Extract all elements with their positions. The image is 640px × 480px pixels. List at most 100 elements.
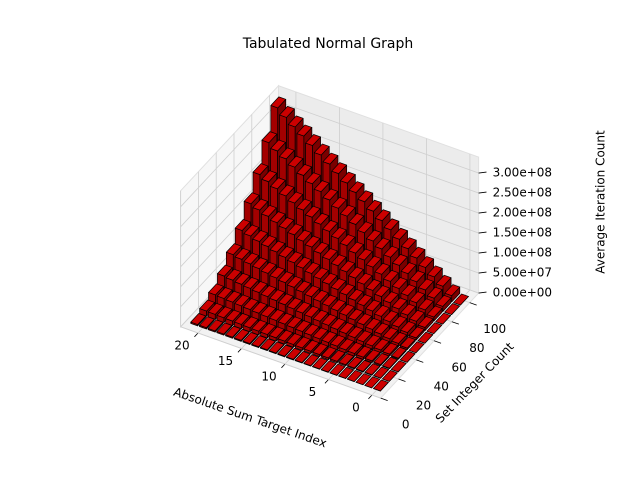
bar-top — [391, 277, 408, 289]
bar-top — [278, 184, 295, 197]
bar-top — [348, 266, 364, 279]
bar-top — [234, 219, 251, 231]
bar-top — [356, 313, 373, 326]
bar-top — [313, 143, 330, 156]
bar-top — [277, 312, 294, 325]
bar-top — [382, 342, 399, 355]
bar-top — [277, 329, 294, 342]
bar-top — [278, 271, 294, 284]
bar-top — [234, 272, 251, 285]
bar-top — [391, 297, 408, 310]
bar-top — [347, 326, 364, 339]
bar-top — [400, 303, 417, 316]
bar-top — [269, 289, 285, 302]
bar-top — [225, 243, 242, 256]
bar-top — [400, 237, 417, 250]
z-tick-label: 1.00e+08 — [493, 246, 552, 260]
bar-top — [347, 342, 364, 354]
z-tick-label: 5.00e+07 — [493, 266, 552, 280]
bar-top — [225, 290, 242, 303]
bar-top — [373, 366, 389, 379]
bar-top — [269, 309, 285, 321]
bar-top — [374, 237, 391, 250]
grid-line — [180, 101, 279, 208]
bar-top — [435, 312, 452, 325]
bar-top — [418, 256, 435, 268]
bar-top — [365, 229, 382, 242]
bar-top — [287, 223, 303, 236]
bar-top — [365, 318, 381, 330]
bar-top — [207, 319, 224, 332]
bar-top — [304, 305, 320, 318]
bar-top — [207, 302, 224, 315]
bar-top — [331, 196, 347, 209]
bar-top — [225, 309, 242, 322]
bar-top — [268, 326, 285, 339]
bar-top — [400, 262, 417, 274]
bar-top — [251, 319, 268, 332]
z-tick — [478, 231, 487, 234]
z-axis-label: Average Iteration Count — [594, 130, 608, 274]
bar-top — [356, 345, 372, 358]
bar-top — [304, 285, 320, 298]
bar-top — [374, 209, 391, 222]
bar-top — [355, 373, 372, 386]
bar-top — [303, 354, 320, 367]
bar-top — [199, 299, 215, 312]
bar-top — [418, 278, 434, 291]
bar-top — [312, 357, 328, 370]
bar-top — [312, 343, 329, 355]
bar-top — [260, 305, 277, 318]
z-tick — [478, 171, 487, 174]
bar-top — [426, 305, 443, 318]
bar-top — [268, 341, 285, 354]
bar-top — [382, 291, 399, 304]
bar-top — [346, 370, 363, 382]
bar-top — [329, 334, 346, 347]
bar-top — [199, 316, 215, 329]
bar-top — [279, 106, 295, 118]
bar-top — [287, 155, 304, 168]
bar-top — [347, 356, 363, 369]
bar-top — [277, 344, 294, 357]
bar-top — [216, 306, 233, 319]
bar-top — [382, 310, 399, 323]
z-tick-label: 1.50e+08 — [493, 226, 552, 240]
z-tick-label: 0.00e+00 — [493, 286, 552, 300]
y-tick-label: 20 — [416, 399, 431, 413]
bar-top — [252, 198, 269, 211]
bar-top — [295, 229, 312, 242]
bar-top — [426, 286, 443, 299]
bar-top — [340, 171, 356, 184]
bar-top — [321, 346, 337, 359]
x-tick — [324, 379, 329, 384]
bar-top — [322, 152, 339, 165]
bar-top — [303, 323, 320, 336]
z-tick — [478, 211, 487, 214]
bar-top — [321, 331, 337, 343]
bar-top — [427, 265, 443, 278]
x-tick — [368, 394, 373, 400]
bar-top — [234, 294, 250, 307]
y-tick — [433, 340, 442, 344]
bar-top — [287, 251, 303, 264]
bar-top — [242, 332, 259, 344]
grid-line — [180, 121, 279, 228]
bar-top — [426, 322, 443, 335]
y-tick-label: 40 — [434, 379, 449, 393]
bar-top — [453, 293, 469, 306]
bar-top — [295, 280, 312, 293]
bar-top — [278, 147, 295, 160]
bar-top — [356, 272, 373, 285]
bar-top — [338, 322, 355, 334]
x-tick — [237, 348, 242, 353]
y-tick — [451, 321, 459, 325]
bar-top — [234, 247, 251, 260]
bar-top — [338, 353, 355, 366]
bar-top — [374, 304, 390, 317]
grid-line — [180, 326, 381, 399]
bar-top — [357, 248, 373, 261]
bar-top — [381, 370, 398, 382]
bar-top — [243, 277, 259, 289]
bar-top — [374, 262, 391, 275]
